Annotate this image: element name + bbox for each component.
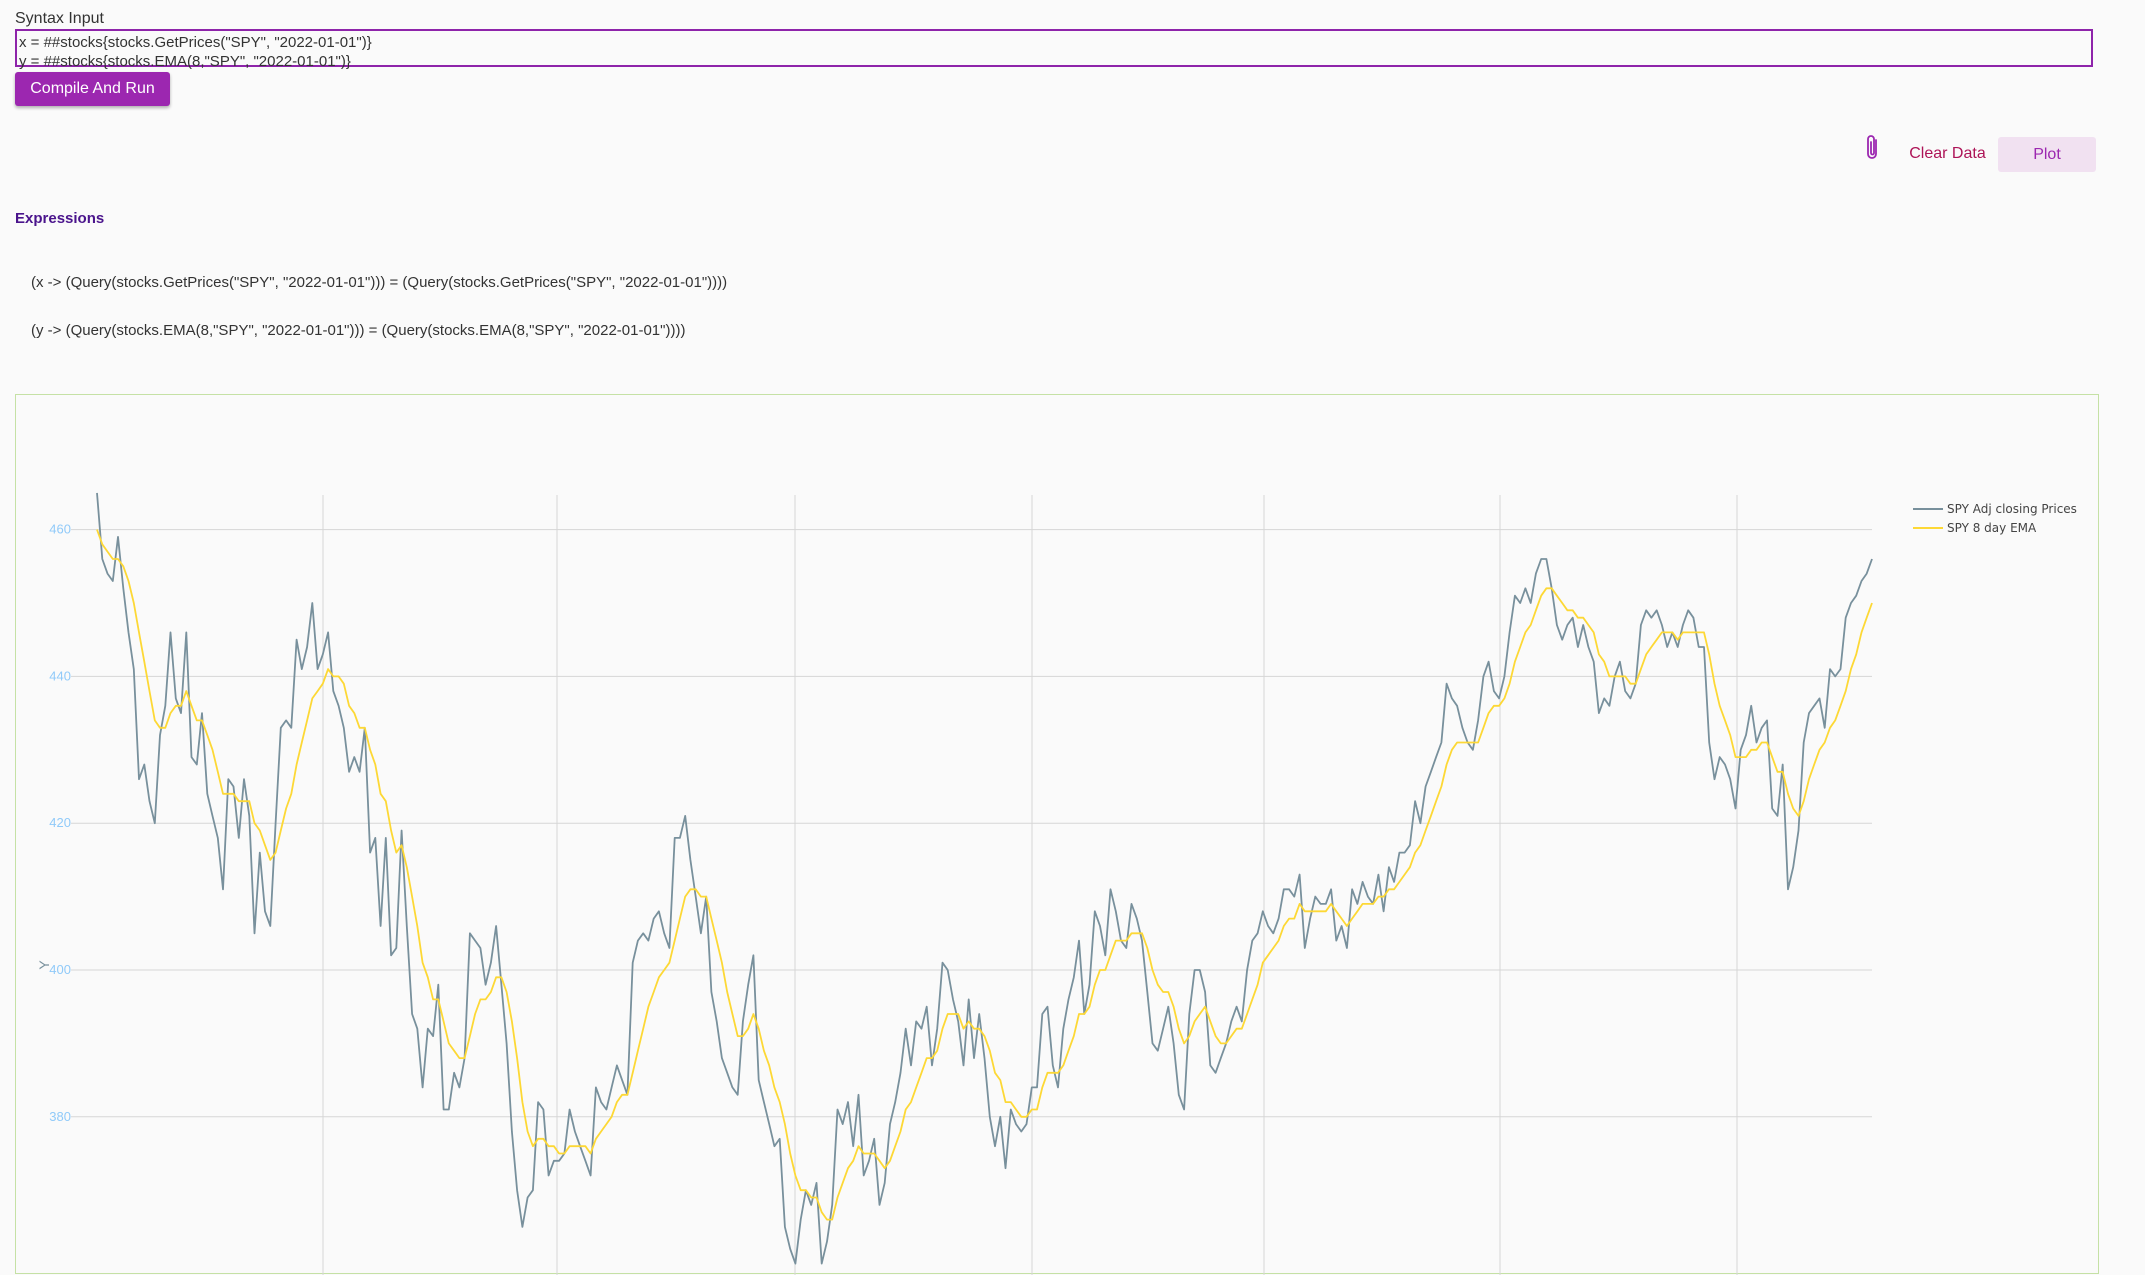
y-tick-label: 460 [49,522,71,537]
plot-button[interactable]: Plot [1998,137,2096,172]
expression-item: (y -> (Query(stocks.EMA(8,"SPY", "2022-0… [31,322,686,339]
series-line-spy-prices [96,492,1873,1265]
syntax-line-2: y = ##stocks{stocks.EMA(8,"SPY", "2022-0… [19,53,351,70]
y-tick-label: 420 [49,815,71,830]
y-tick-label: 380 [49,1109,71,1124]
line-chart: 380 400 420 440 460 Y SPY Adj closing Prices… [36,492,2077,1275]
y-axis-ticks: 380 400 420 440 460 [49,522,71,1124]
syntax-input-field[interactable]: x = ##stocks{stocks.GetPrices("SPY", "20… [15,29,2093,70]
series-line-spy-ema [96,529,1873,1221]
y-axis-label: Y [36,960,52,970]
y-tick-label: 400 [49,962,71,977]
syntax-line-1: x = ##stocks{stocks.GetPrices("SPY", "20… [19,34,372,51]
y-tick-label: 440 [49,668,71,683]
series-lines [96,492,1873,1265]
chart-container: 380 400 420 440 460 Y SPY Adj closing Prices… [15,394,2099,1275]
clear-data-button[interactable]: Clear Data [1909,145,1986,162]
legend-label: SPY 8 day EMA [1947,521,2037,535]
chart-legend: SPY Adj closing Prices SPY 8 day EMA [1913,502,2077,535]
expressions-heading: Expressions [15,210,105,227]
syntax-input-label: Syntax Input [15,10,104,27]
expression-item: (x -> (Query(stocks.GetPrices("SPY", "20… [31,274,728,291]
paperclip-icon[interactable] [1862,134,1884,162]
chart-grid [71,495,1872,1275]
legend-label: SPY Adj closing Prices [1947,502,2077,516]
compile-and-run-button[interactable]: Compile And Run [15,72,170,106]
